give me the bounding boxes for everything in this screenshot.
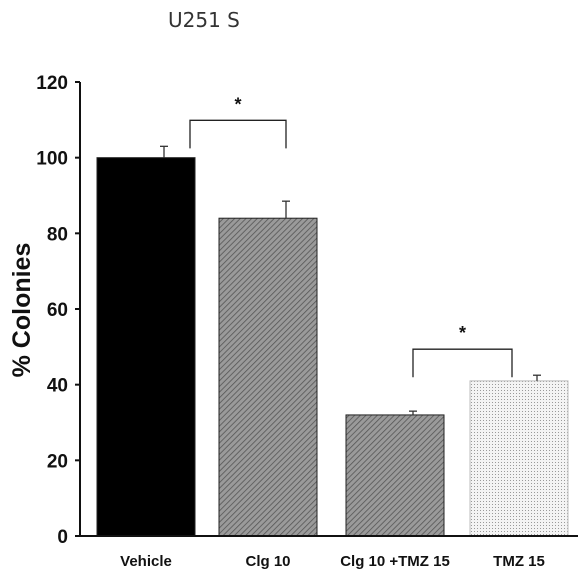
significance-brackets: ** [189,94,513,378]
y-tick-label: 60 [47,300,68,321]
bar-tmz-15 [469,380,569,537]
y-tick-label: 120 [36,73,68,94]
bars [96,157,569,537]
significance-star: * [234,94,241,114]
significance-bracket [189,119,287,149]
error-bars [160,145,541,415]
x-category-label: Vehicle [120,553,172,570]
y-tick-label: 40 [47,376,68,397]
x-category-label: Clg 10 +TMZ 15 [340,553,450,570]
significance-star: * [459,323,466,343]
x-category-label: TMZ 15 [493,553,545,570]
bar-clg-10-tmz-15 [345,414,445,537]
chart-title: U251 S [168,8,240,32]
significance-bracket [412,348,513,378]
x-axis-categories: Vehicle Clg 10 Clg 10 +TMZ 15 TMZ 15 [120,553,545,570]
y-tick-label: 100 [36,149,68,170]
y-tick-label: 80 [47,224,68,245]
y-axis-label: % Colonies [8,243,36,378]
y-axis-ticks: 0 20 40 60 80 100 120 [36,73,80,548]
y-tick-label: 0 [57,527,68,548]
x-category-label: Clg 10 [245,553,290,570]
bar-vehicle [96,157,196,537]
bar-clg-10 [218,217,318,537]
y-tick-label: 20 [47,451,68,472]
